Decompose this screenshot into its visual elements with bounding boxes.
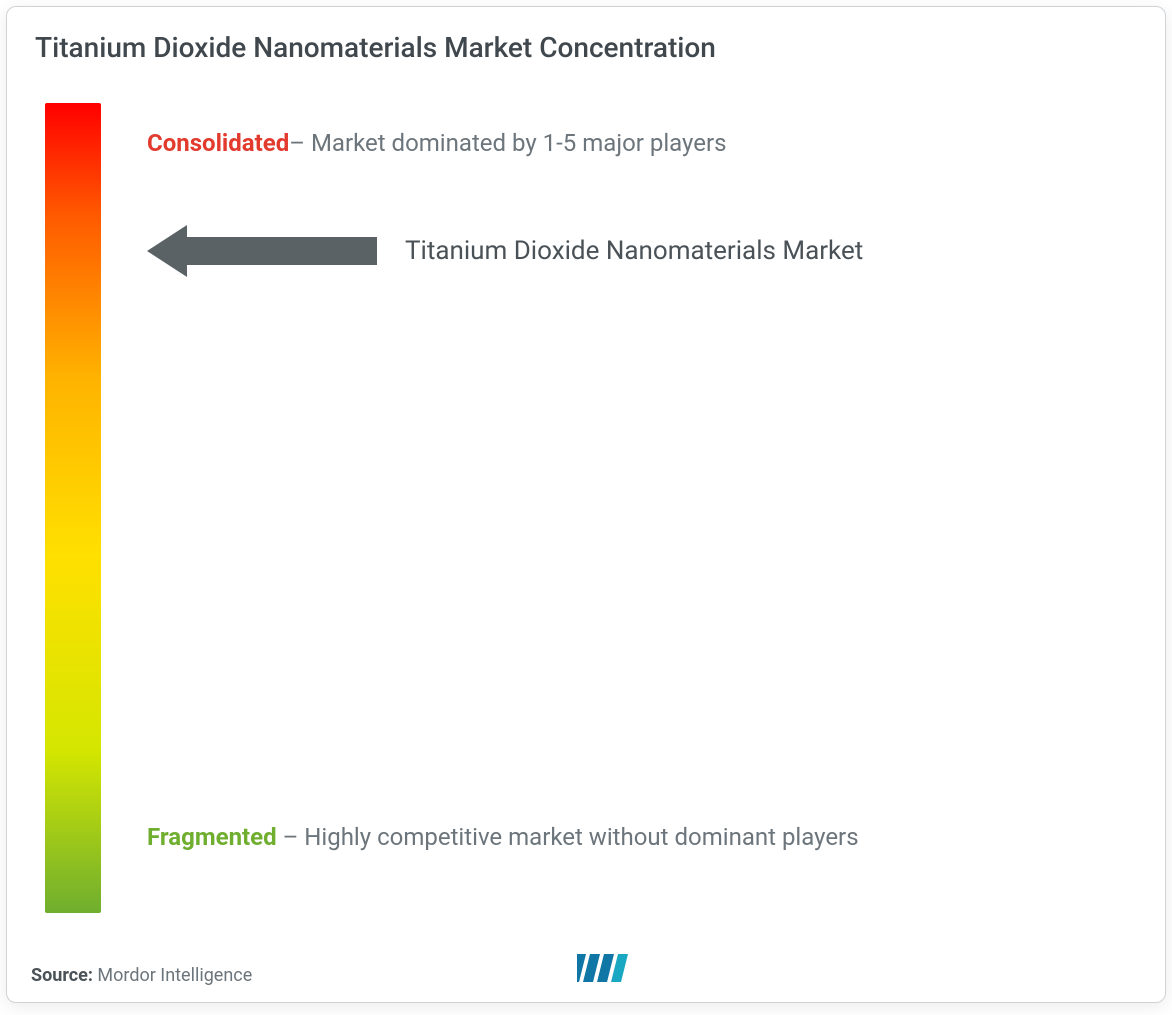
infographic-card: Titanium Dioxide Nanomaterials Market Co… bbox=[6, 6, 1166, 1003]
arrow-left-head-icon bbox=[147, 225, 187, 277]
market-pointer: Titanium Dioxide Nanomaterials Market bbox=[147, 225, 863, 277]
consolidated-label: Consolidated– Market dominated by 1-5 ma… bbox=[147, 115, 867, 173]
arrow-shaft bbox=[187, 237, 377, 265]
source-name: Mordor Intelligence bbox=[97, 965, 252, 986]
consolidated-word: Consolidated bbox=[147, 129, 289, 157]
chart-title: Titanium Dioxide Nanomaterials Market Co… bbox=[35, 31, 716, 64]
source-prefix: Source: bbox=[31, 965, 97, 986]
pointer-label: Titanium Dioxide Nanomaterials Market bbox=[405, 236, 863, 266]
consolidated-desc: – Market dominated by 1-5 major players bbox=[289, 129, 726, 157]
concentration-gradient-bar bbox=[45, 103, 101, 913]
mordor-logo-icon bbox=[577, 950, 637, 986]
fragmented-word: Fragmented bbox=[147, 823, 277, 851]
source-attribution: Source: Mordor Intelligence bbox=[31, 965, 252, 986]
fragmented-label: Fragmented – Highly competitive market w… bbox=[147, 809, 907, 867]
fragmented-desc: – Highly competitive market without domi… bbox=[277, 823, 859, 851]
